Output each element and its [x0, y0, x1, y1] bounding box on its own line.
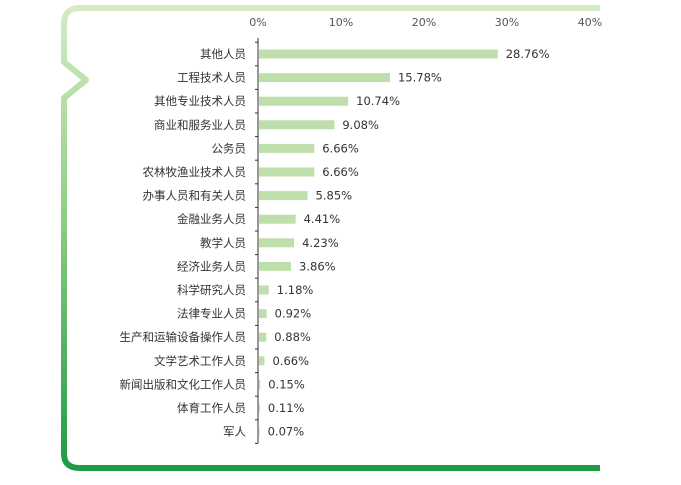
value-label: 0.88%	[274, 330, 311, 344]
bar	[259, 49, 498, 59]
bar	[259, 356, 265, 366]
bar	[259, 96, 349, 106]
category-label: 法律专业人员	[177, 307, 246, 321]
bar	[259, 73, 390, 83]
value-label: 1.18%	[277, 283, 314, 297]
value-label: 10.74%	[356, 94, 400, 108]
value-label: 0.66%	[272, 354, 309, 368]
bar	[259, 285, 269, 295]
value-label: 6.66%	[322, 165, 359, 179]
category-label: 工程技术人员	[177, 71, 246, 85]
value-label: 15.78%	[398, 71, 442, 85]
category-label: 体育工作人员	[177, 401, 246, 415]
value-label: 0.15%	[268, 377, 305, 391]
bar	[259, 427, 260, 437]
x-tick-label: 40%	[578, 16, 602, 29]
value-label: 5.85%	[316, 189, 353, 203]
category-label: 其他人员	[200, 47, 246, 61]
value-label: 0.07%	[268, 425, 305, 439]
category-label: 农林牧渔业技术人员	[143, 165, 247, 179]
category-label: 金融业务人员	[177, 212, 246, 226]
value-label: 28.76%	[506, 47, 550, 61]
category-label: 教学人员	[200, 236, 246, 250]
bar	[259, 403, 260, 413]
category-label: 新闻出版和文化工作人员	[120, 377, 247, 391]
value-label: 3.86%	[299, 259, 336, 273]
bar	[259, 309, 267, 319]
category-label: 办事人员和有关人员	[143, 189, 247, 203]
bar	[259, 120, 335, 130]
chart-frame	[61, 5, 600, 471]
bar	[259, 332, 267, 342]
bar	[259, 261, 292, 271]
category-label: 其他专业技术人员	[154, 94, 246, 108]
value-label: 4.41%	[304, 212, 341, 226]
x-tick-label: 0%	[249, 16, 266, 29]
category-label: 公务员	[212, 141, 247, 155]
category-label: 经济业务人员	[177, 259, 246, 273]
category-label: 生产和运输设备操作人员	[120, 330, 247, 344]
value-label: 4.23%	[302, 236, 339, 250]
value-label: 0.92%	[275, 307, 312, 321]
value-label: 0.11%	[268, 401, 305, 415]
category-label: 商业和服务业人员	[154, 118, 246, 132]
value-label: 9.08%	[342, 118, 379, 132]
x-tick-label: 10%	[329, 16, 353, 29]
category-label: 科学研究人员	[177, 283, 246, 297]
bar	[259, 214, 296, 224]
category-label: 文学艺术工作人员	[154, 354, 246, 368]
category-label: 军人	[223, 425, 246, 439]
value-label: 6.66%	[322, 141, 359, 155]
x-tick-label: 30%	[495, 16, 519, 29]
x-tick-label: 20%	[412, 16, 436, 29]
bar	[259, 143, 315, 153]
bar	[259, 238, 295, 248]
bar	[259, 167, 315, 177]
bar	[259, 191, 308, 201]
bar	[259, 379, 261, 389]
